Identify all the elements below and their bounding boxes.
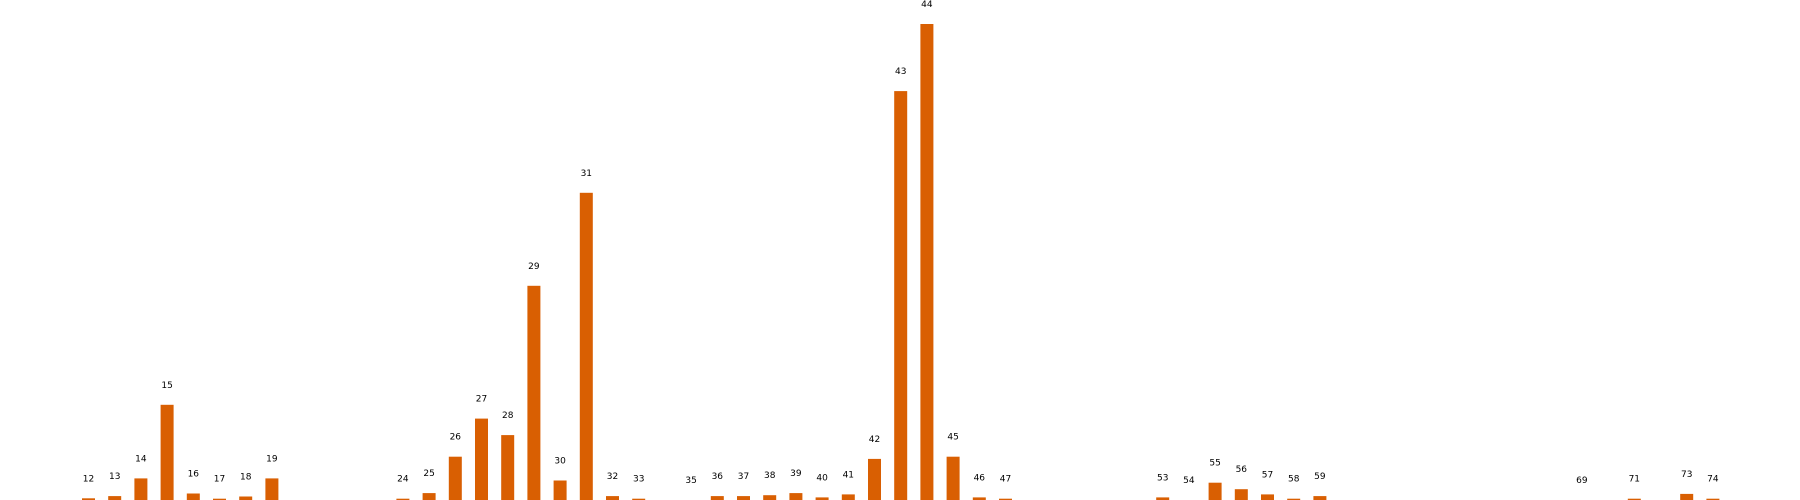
- bar-label-37: 37: [738, 472, 749, 482]
- bar-label-29: 29: [528, 262, 540, 272]
- bar-label-24: 24: [397, 475, 409, 485]
- bar-12: [82, 498, 95, 500]
- bar-label-26: 26: [450, 433, 462, 443]
- bar-74: [1706, 498, 1720, 500]
- bar-label-35: 35: [685, 476, 696, 486]
- bar-15: [160, 404, 174, 500]
- bar-39: [789, 493, 803, 500]
- bar-42: [868, 458, 881, 500]
- bar-28: [501, 435, 515, 500]
- bar-label-58: 58: [1288, 475, 1300, 485]
- bar-label-54: 54: [1183, 476, 1195, 486]
- bar-26: [448, 456, 462, 500]
- bar-55: [1208, 482, 1222, 500]
- bar-57: [1261, 494, 1274, 500]
- bar-53: [1156, 497, 1170, 500]
- bar-47: [999, 498, 1012, 500]
- bar-label-33: 33: [633, 475, 644, 485]
- bar-29: [527, 285, 541, 500]
- bar-label-45: 45: [947, 433, 958, 443]
- bar-label-18: 18: [240, 473, 252, 483]
- bar-label-73: 73: [1681, 470, 1692, 480]
- bar-label-43: 43: [895, 67, 906, 77]
- bar-56: [1234, 489, 1248, 500]
- bar-73: [1680, 493, 1694, 500]
- data-labels-group: 12 13 14 15 16 17 18 19 24 25 26 27 28 29 30 31 32 33 35 36…: [83, 0, 1719, 486]
- bar-label-25: 25: [423, 469, 434, 479]
- bar-24: [396, 498, 410, 500]
- bar-label-38: 38: [764, 471, 776, 481]
- bar-label-41: 41: [843, 470, 854, 480]
- bar-label-15: 15: [161, 381, 172, 391]
- bar-31: [579, 192, 593, 500]
- bar-40: [815, 497, 829, 500]
- bar-label-28: 28: [502, 411, 514, 421]
- bar-58: [1287, 498, 1301, 500]
- bar-16: [186, 493, 200, 500]
- bar-38: [763, 495, 777, 500]
- bar-label-39: 39: [790, 469, 802, 479]
- bar-label-16: 16: [188, 470, 200, 480]
- bar-label-13: 13: [109, 472, 120, 482]
- bar-label-55: 55: [1209, 459, 1220, 469]
- bar-32: [606, 496, 619, 500]
- bar-label-69: 69: [1576, 476, 1588, 486]
- bar-36: [710, 496, 724, 500]
- bar-label-32: 32: [607, 472, 618, 482]
- bar-label-56: 56: [1236, 465, 1248, 475]
- bar-14: [134, 478, 148, 500]
- bar-33: [632, 498, 646, 500]
- bar-label-42: 42: [869, 435, 880, 445]
- bar-41: [841, 494, 855, 500]
- bar-label-74: 74: [1707, 475, 1719, 485]
- bar-label-47: 47: [1000, 475, 1011, 485]
- bar-label-19: 19: [266, 454, 278, 464]
- bar-18: [239, 496, 253, 500]
- bar-44: [920, 24, 934, 500]
- bar-43: [894, 91, 908, 500]
- bar-label-57: 57: [1262, 470, 1273, 480]
- bar-19: [265, 478, 279, 500]
- bar-25: [422, 493, 436, 500]
- bar-71: [1627, 498, 1641, 500]
- bar-label-17: 17: [214, 475, 225, 485]
- bar-17: [213, 498, 226, 500]
- bar-46: [972, 497, 986, 500]
- bar-13: [108, 496, 122, 500]
- bar-label-14: 14: [135, 454, 147, 464]
- bar-27: [475, 418, 488, 500]
- bar-label-40: 40: [816, 473, 828, 483]
- bar-45: [946, 456, 960, 500]
- bar-label-46: 46: [974, 473, 986, 483]
- bar-label-59: 59: [1314, 472, 1326, 482]
- bar-label-44: 44: [921, 0, 933, 10]
- bar-label-27: 27: [476, 395, 487, 405]
- bar-label-71: 71: [1629, 475, 1640, 485]
- bar-label-30: 30: [554, 457, 566, 467]
- bar-37: [737, 496, 750, 500]
- bar-label-12: 12: [83, 474, 94, 484]
- bar-label-53: 53: [1157, 473, 1168, 483]
- bars-group: [82, 24, 1720, 500]
- bar-label-36: 36: [712, 472, 724, 482]
- bar-59: [1313, 496, 1327, 500]
- bar-30: [553, 480, 567, 500]
- bar-label-31: 31: [581, 169, 592, 179]
